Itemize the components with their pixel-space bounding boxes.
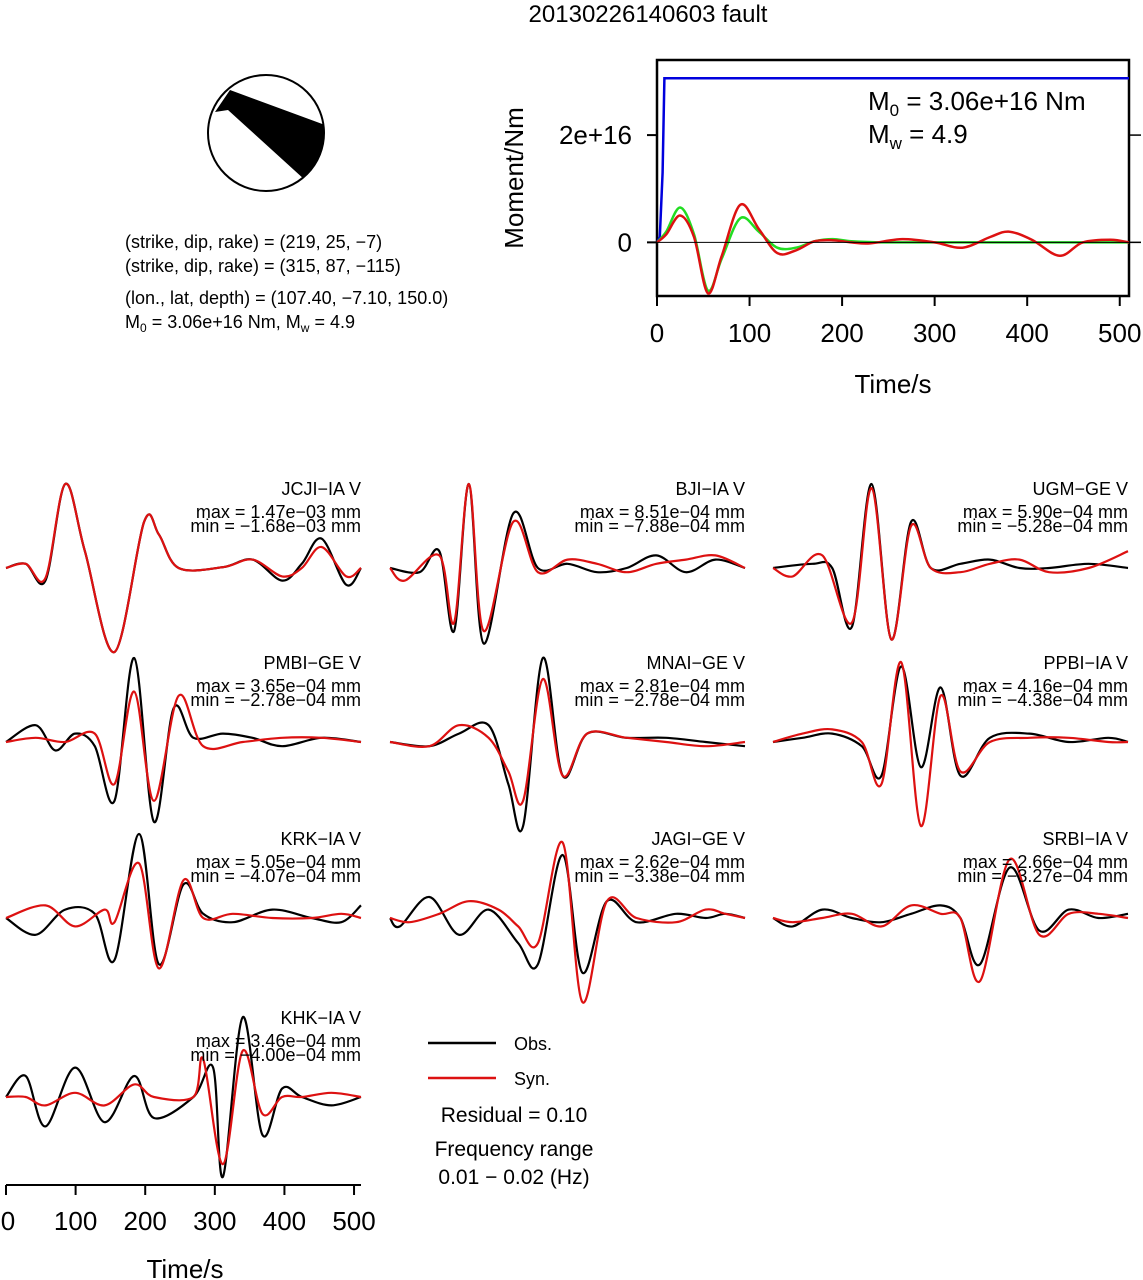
station-max: max = 2.62e−04 mm bbox=[580, 852, 745, 872]
moment-xlabel: Time/s bbox=[854, 369, 931, 399]
moment-magnitude-text: M0 = 3.06e+16 Nm, Mw = 4.9 bbox=[125, 312, 355, 335]
legend-obs-label: Obs. bbox=[514, 1034, 552, 1054]
moment-ytick-label: 2e+16 bbox=[559, 120, 632, 150]
station-name: JCJI−IA V bbox=[281, 479, 361, 499]
syn-trace bbox=[5, 482, 362, 654]
station-min: min = −1.68e−03 mm bbox=[190, 516, 361, 536]
moment-plot-frame bbox=[655, 58, 1131, 298]
station-max: max = 1.47e−03 mm bbox=[196, 502, 361, 522]
moment-xtick-label: 300 bbox=[913, 318, 956, 348]
station-min: min = −2.78e−04 mm bbox=[190, 690, 361, 710]
waveform-xtick-label: 300 bbox=[193, 1206, 236, 1236]
moment-xtick-label: 400 bbox=[1006, 318, 1049, 348]
obs-trace bbox=[5, 656, 362, 823]
station-min: min = −4.00e−04 mm bbox=[190, 1045, 361, 1065]
moment-xtick-label: 500 bbox=[1098, 318, 1141, 348]
moment-xtick-label: 0 bbox=[650, 318, 664, 348]
frequency-range: 0.01 − 0.02 (Hz) bbox=[438, 1166, 589, 1189]
waveform-xtick-label: 500 bbox=[332, 1206, 375, 1236]
syn-trace bbox=[389, 840, 746, 1004]
obs-trace bbox=[389, 482, 746, 645]
station-max: max = 4.16e−04 mm bbox=[963, 676, 1128, 696]
obs-trace bbox=[5, 832, 362, 966]
station-name: JAGI−GE V bbox=[651, 829, 745, 849]
syn-trace bbox=[772, 487, 1129, 641]
moment-annotation-m0: M0 = 3.06e+16 Nm bbox=[868, 86, 1086, 120]
station-max: max = 3.46e−04 mm bbox=[196, 1031, 361, 1051]
moment-ylabel: Moment/Nm bbox=[499, 107, 529, 249]
obs-trace bbox=[772, 665, 1129, 780]
obs-trace bbox=[5, 1016, 362, 1178]
moment-rate-line-a bbox=[656, 206, 1129, 293]
station-min: min = −4.07e−04 mm bbox=[190, 866, 361, 886]
station-max: max = 3.65e−04 mm bbox=[196, 676, 361, 696]
obs-trace bbox=[389, 656, 746, 833]
station-max: max = 5.90e−04 mm bbox=[963, 502, 1128, 522]
station-min: min = −7.88e−04 mm bbox=[574, 516, 745, 536]
syn-trace bbox=[5, 1049, 362, 1166]
station-name: MNAI−GE V bbox=[646, 653, 745, 673]
waveform-xtick-label: 100 bbox=[54, 1206, 97, 1236]
station-name: SRBI−IA V bbox=[1042, 829, 1128, 849]
station-name: PPBI−IA V bbox=[1043, 653, 1128, 673]
station-max: max = 5.05e−04 mm bbox=[196, 852, 361, 872]
syn-trace bbox=[772, 661, 1129, 828]
moment-annotation-mw: Mw = 4.9 bbox=[868, 119, 968, 153]
syn-trace bbox=[5, 690, 362, 802]
station-name: KRK−IA V bbox=[280, 829, 361, 849]
station-max: max = 8.51e−04 mm bbox=[580, 502, 745, 522]
station-min: min = −3.27e−04 mm bbox=[957, 866, 1128, 886]
station-min: min = −4.38e−04 mm bbox=[957, 690, 1128, 710]
residual-text: Residual = 0.10 bbox=[441, 1104, 588, 1127]
nodal-plane-2: (strike, dip, rake) = (315, 87, −115) bbox=[125, 256, 401, 276]
waveform-xtick-label: 400 bbox=[263, 1206, 306, 1236]
moment-rate-line-b bbox=[656, 202, 1130, 295]
waveform-xtick-label: 200 bbox=[124, 1206, 167, 1236]
waveform-xtick-label: 0 bbox=[1, 1206, 15, 1236]
waveform-time-axis: 0 100 200 300 400 500 bbox=[1, 1184, 376, 1236]
nodal-plane-1: (strike, dip, rake) = (219, 25, −7) bbox=[125, 232, 382, 252]
moment-xtick-label: 200 bbox=[820, 318, 863, 348]
station-name: BJI−IA V bbox=[675, 479, 745, 499]
station-min: min = −2.78e−04 mm bbox=[574, 690, 745, 710]
beachball-compression bbox=[215, 90, 324, 185]
legend: Obs. Syn. Residual = 0.10 Frequency rang… bbox=[428, 1034, 593, 1189]
syn-trace bbox=[389, 677, 746, 806]
syn-trace bbox=[389, 482, 746, 633]
station-max: max = 2.66e−04 mm bbox=[963, 852, 1128, 872]
syn-trace bbox=[772, 857, 1129, 984]
station-min: min = −3.38e−04 mm bbox=[574, 866, 745, 886]
syn-trace bbox=[5, 862, 362, 970]
legend-syn-label: Syn. bbox=[514, 1069, 550, 1089]
event-location: (lon., lat, depth) = (107.40, −7.10, 150… bbox=[125, 288, 448, 308]
station-name: UGM−GE V bbox=[1032, 479, 1128, 499]
station-max: max = 2.81e−04 mm bbox=[580, 676, 745, 696]
moment-xtick-label: 100 bbox=[728, 318, 771, 348]
moment-axes: 0 100 200 300 400 500 0 2e+16 bbox=[559, 120, 1141, 348]
waveform-xlabel: Time/s bbox=[146, 1254, 223, 1280]
moment-ytick-label: 0 bbox=[618, 227, 632, 257]
beachball-outline bbox=[207, 74, 325, 192]
station-name: KHK−IA V bbox=[280, 1008, 361, 1028]
figure-title: 20130226140603 fault bbox=[529, 1, 768, 28]
beachball bbox=[207, 74, 325, 192]
station-name: PMBI−GE V bbox=[263, 653, 361, 673]
frequency-title: Frequency range bbox=[435, 1138, 594, 1161]
event-parameters: (strike, dip, rake) = (219, 25, −7) (str… bbox=[125, 232, 448, 335]
station-min: min = −5.28e−04 mm bbox=[957, 516, 1128, 536]
